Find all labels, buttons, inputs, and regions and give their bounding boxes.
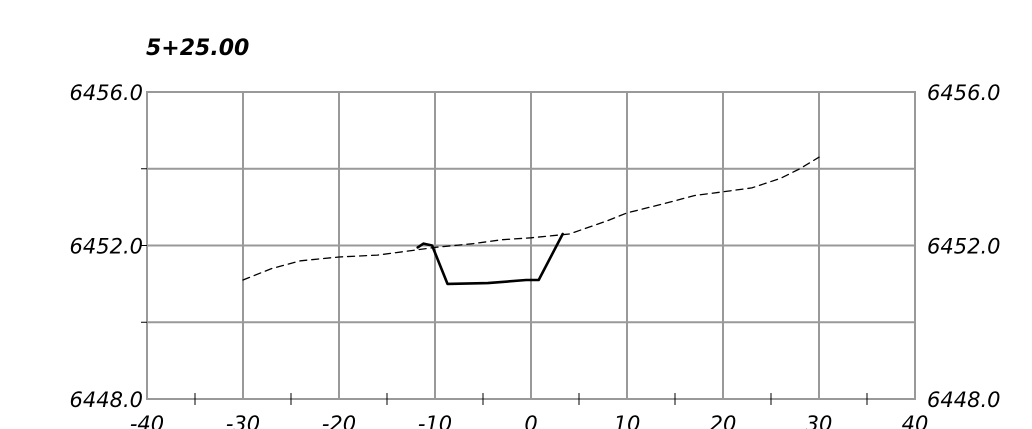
x-tick-label: 10 xyxy=(614,412,641,429)
grid xyxy=(146,91,916,400)
y-axis-labels-left: 6448.0 6452.0 6456.0 xyxy=(70,81,143,412)
y-tick-label: 6452.0 xyxy=(70,235,143,259)
y-tick-label-right: 6456.0 xyxy=(927,81,1000,105)
y-tick-label-right: 6452.0 xyxy=(927,235,1000,259)
y-tick-label: 6456.0 xyxy=(70,81,143,105)
x-tick-label: -30 xyxy=(226,412,260,429)
tick-marks xyxy=(141,168,868,405)
x-tick-label: 30 xyxy=(806,412,833,429)
proposed-section-line xyxy=(416,232,565,286)
x-tick-label: -40 xyxy=(130,412,164,429)
x-tick-label: -20 xyxy=(322,412,356,429)
x-tick-label: -10 xyxy=(418,412,452,429)
y-axis-labels-right: 6448.0 6452.0 6456.0 xyxy=(927,81,1000,412)
x-tick-label: 40 xyxy=(902,412,929,429)
x-tick-label: 0 xyxy=(524,412,537,429)
y-tick-label-right: 6448.0 xyxy=(927,388,1000,412)
chart-title: 5+25.00 xyxy=(146,36,249,61)
existing-ground-line xyxy=(242,156,820,281)
y-tick-label: 6448.0 xyxy=(70,388,143,412)
x-tick-label: 20 xyxy=(710,412,737,429)
series xyxy=(242,156,820,286)
x-axis-labels: -40 -30 -20 -10 0 10 20 30 40 xyxy=(130,412,929,429)
